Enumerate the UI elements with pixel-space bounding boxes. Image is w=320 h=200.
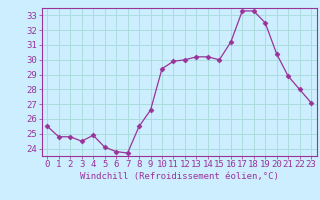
X-axis label: Windchill (Refroidissement éolien,°C): Windchill (Refroidissement éolien,°C) (80, 172, 279, 181)
